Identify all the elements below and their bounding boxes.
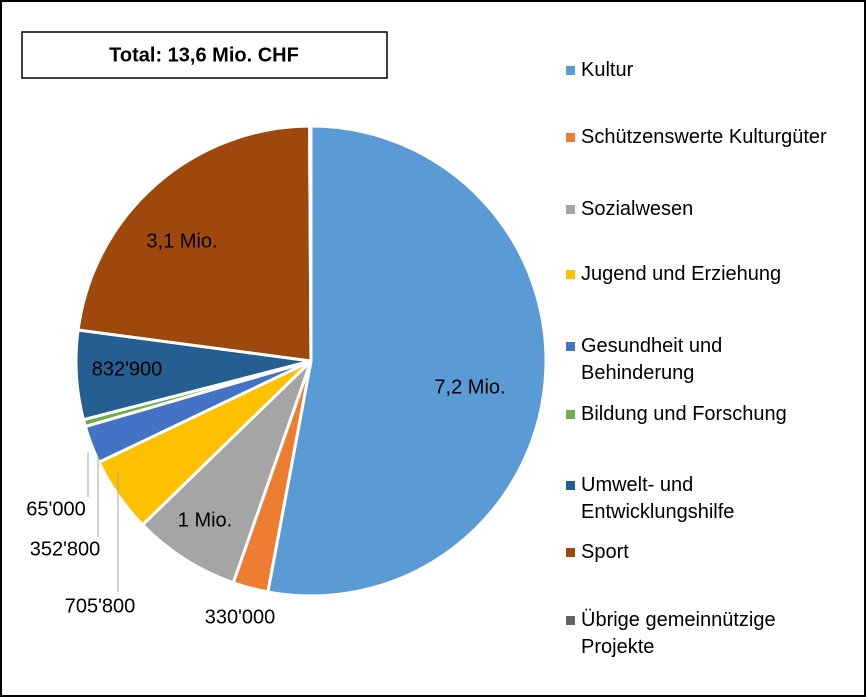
legend-item: Jugend und Erziehung: [566, 261, 846, 288]
data-label: 330'000: [205, 606, 276, 628]
legend-item: Sozialwesen: [566, 196, 846, 223]
legend-item: Übrige gemeinnützige Projekte: [566, 607, 846, 661]
pie-slice: [266, 124, 548, 598]
pie-slice: [76, 124, 313, 363]
data-label: 352'800: [30, 538, 101, 560]
legend-label: Übrige gemeinnützige Projekte: [581, 609, 776, 658]
legend-label: Sport: [581, 541, 629, 563]
legend-label: Bildung und Forschung: [581, 403, 787, 425]
title-box: [21, 31, 388, 79]
legend-label: Gesundheit und Behinderung: [581, 335, 723, 384]
legend-label: Sozialwesen: [581, 198, 694, 220]
legend-swatch: [566, 410, 575, 419]
pie-slice: [308, 124, 313, 362]
legend-swatch: [566, 66, 575, 75]
legend-swatch: [566, 548, 575, 557]
legend-item: Sport: [566, 539, 846, 566]
legend-swatch: [566, 481, 575, 490]
legend-label: Schützenswerte Kulturgüter: [581, 126, 827, 148]
legend-item: Kultur: [566, 57, 846, 84]
legend-label: Umwelt- und Entwicklungshilfe: [581, 474, 735, 523]
data-label: 65'000: [26, 498, 85, 520]
chart-title: Total: 13,6 Mio. CHF: [109, 44, 299, 66]
legend-swatch: [566, 133, 575, 142]
legend-item: Bildung und Forschung: [566, 401, 846, 428]
legend-label: Jugend und Erziehung: [581, 263, 782, 285]
legend-item: Umwelt- und Entwicklungshilfe: [566, 472, 846, 526]
legend-item: Gesundheit und Behinderung: [566, 333, 846, 387]
pie: [74, 124, 548, 598]
pie-slice: [140, 359, 313, 585]
data-label: 7,2 Mio.: [434, 376, 505, 398]
legend-swatch: [566, 342, 575, 351]
data-label: 3,1 Mio.: [146, 230, 217, 252]
data-label: 705'800: [65, 595, 136, 617]
data-label: 832'900: [92, 358, 163, 380]
data-label: 1 Mio.: [178, 509, 232, 531]
legend-swatch: [566, 616, 575, 625]
legend-swatch: [566, 205, 575, 214]
legend-label: Kultur: [581, 59, 634, 81]
legend-item: Schützenswerte Kulturgüter: [566, 124, 846, 151]
legend-swatch: [566, 270, 575, 279]
